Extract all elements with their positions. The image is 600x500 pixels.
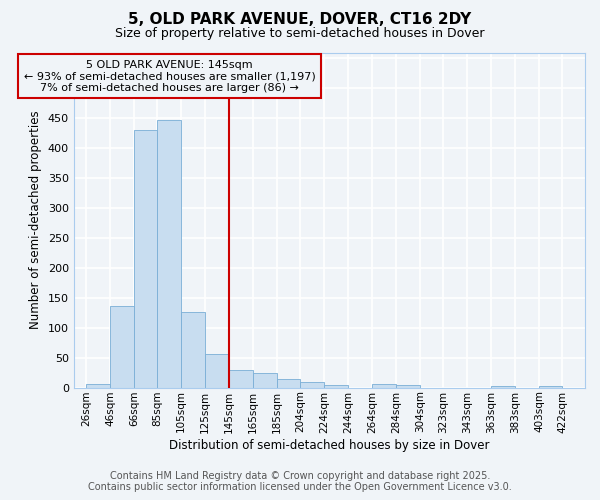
- Bar: [181, 312, 205, 388]
- Bar: [134, 130, 157, 388]
- Bar: [324, 386, 348, 388]
- Text: 5, OLD PARK AVENUE, DOVER, CT16 2DY: 5, OLD PARK AVENUE, DOVER, CT16 2DY: [128, 12, 472, 28]
- Bar: [396, 386, 420, 388]
- X-axis label: Distribution of semi-detached houses by size in Dover: Distribution of semi-detached houses by …: [169, 440, 490, 452]
- Y-axis label: Number of semi-detached properties: Number of semi-detached properties: [29, 111, 43, 330]
- Bar: [229, 370, 253, 388]
- Bar: [372, 384, 396, 388]
- Bar: [86, 384, 110, 388]
- Bar: [300, 382, 324, 388]
- Bar: [205, 354, 229, 388]
- Bar: [277, 380, 300, 388]
- Bar: [253, 372, 277, 388]
- Text: 5 OLD PARK AVENUE: 145sqm
← 93% of semi-detached houses are smaller (1,197)
7% o: 5 OLD PARK AVENUE: 145sqm ← 93% of semi-…: [23, 60, 316, 93]
- Bar: [491, 386, 515, 388]
- Text: Contains HM Land Registry data © Crown copyright and database right 2025.
Contai: Contains HM Land Registry data © Crown c…: [88, 471, 512, 492]
- Bar: [539, 386, 562, 388]
- Bar: [157, 120, 181, 388]
- Text: Size of property relative to semi-detached houses in Dover: Size of property relative to semi-detach…: [115, 28, 485, 40]
- Bar: [110, 306, 134, 388]
